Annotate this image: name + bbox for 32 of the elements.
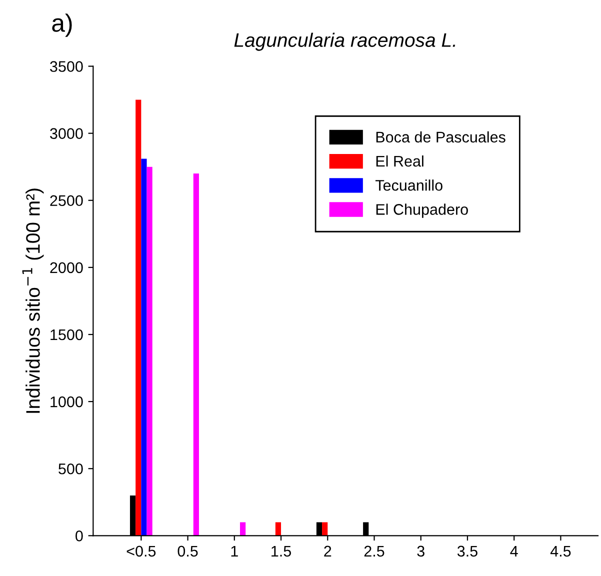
bar	[275, 522, 282, 536]
bar	[146, 166, 152, 536]
y-tick-label: 2500	[50, 195, 83, 206]
x-tick-label: 3	[417, 546, 424, 557]
legend-label: Tecuanillo	[375, 180, 442, 191]
x-tick-label: 0.5	[178, 546, 198, 557]
bar	[141, 158, 147, 536]
x-tick-label: 2.5	[364, 546, 384, 557]
x-tick-label: <0.5	[126, 546, 156, 557]
legend-label: El Chupadero	[376, 204, 468, 218]
bar	[136, 100, 142, 536]
text: a)	[52, 14, 72, 37]
x-tick-label: 4	[510, 546, 518, 556]
y-tick-label: 1000	[50, 396, 83, 408]
chart-title: Laguncularia racemosa L.	[234, 32, 456, 51]
x-tick-label: 4.5	[550, 546, 571, 557]
bar	[240, 522, 246, 536]
legend-label: Boca de Pascuales	[376, 131, 506, 143]
y-tick-label: 500	[58, 463, 83, 474]
x-tick-label: 3.5	[457, 546, 478, 557]
y-tick-label: 3500	[50, 61, 83, 72]
legend-label: El Real	[376, 155, 424, 167]
y-tick-label: 0	[76, 530, 83, 542]
bar	[193, 174, 199, 536]
x-tick-label: 2	[324, 546, 332, 556]
y-axis-title: Individuos sitio$^{−1}$ (100 m²)	[22, 188, 44, 413]
y-tick-label: 2000	[50, 262, 83, 274]
x-tick-label: 1.5	[272, 546, 291, 557]
bar	[322, 522, 328, 536]
y-tick-label: 1500	[50, 329, 83, 340]
y-tick-label: 3000	[50, 128, 83, 139]
x-tick-label: 1	[231, 546, 238, 556]
